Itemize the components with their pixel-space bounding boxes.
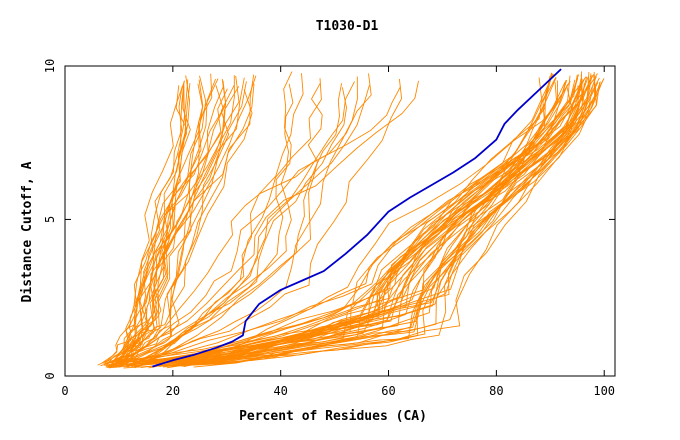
y-tick-label: 5 — [43, 216, 57, 223]
series-line-40 — [118, 81, 355, 368]
series-line-28 — [110, 74, 255, 365]
series-line-38 — [136, 78, 403, 364]
series-line-76 — [167, 71, 583, 367]
series-line-80 — [187, 76, 587, 364]
series-line-81 — [132, 77, 600, 364]
series-line-93 — [123, 74, 594, 363]
chart-title: T1030-D1 — [316, 19, 379, 34]
series-line-0 — [97, 81, 247, 366]
series-line-73 — [150, 86, 593, 367]
plot-frame — [64, 65, 616, 377]
y-tick-label: 10 — [43, 59, 57, 73]
series-line-42 — [134, 83, 343, 369]
x-tick-label: 0 — [61, 384, 68, 398]
series-line-72 — [192, 73, 553, 364]
series-line-21 — [107, 75, 257, 368]
y-axis-label: Distance Cutoff, A — [20, 161, 35, 302]
series-line-34 — [126, 71, 293, 368]
series-line-36 — [120, 86, 401, 367]
x-axis-label: Percent of Residues (CA) — [239, 409, 427, 424]
series-line-39 — [122, 83, 323, 363]
series-line-29 — [115, 80, 186, 366]
series-line-66 — [123, 71, 590, 369]
x-tick-label: 60 — [381, 384, 395, 398]
series-line-5 — [114, 89, 253, 367]
series-line-18 — [105, 86, 240, 368]
x-axis-ticks: 0 20 40 60 80 100 — [61, 66, 615, 398]
series-line-27 — [103, 85, 187, 364]
series-line-94 — [159, 81, 566, 367]
series-line-55 — [184, 76, 551, 365]
series-line-22 — [118, 75, 207, 368]
highlight-series-line — [152, 68, 562, 368]
x-tick-label: 80 — [489, 384, 503, 398]
y-axis-ticks: 0 5 10 — [43, 59, 615, 380]
series-line-86 — [160, 74, 584, 365]
series-line-43 — [108, 80, 419, 368]
series-line-12 — [106, 81, 185, 365]
series-line-9 — [100, 78, 227, 367]
series-line-15 — [116, 84, 235, 365]
series-line-17 — [110, 75, 191, 367]
series-line-32 — [112, 73, 372, 368]
x-tick-label: 100 — [593, 384, 615, 398]
series-line-83 — [181, 73, 592, 367]
series-layer — [97, 68, 605, 369]
series-line-90 — [140, 85, 597, 368]
series-line-35 — [120, 83, 294, 364]
series-line-60 — [121, 82, 601, 363]
series-line-79 — [106, 76, 589, 367]
y-tick-label: 0 — [43, 372, 57, 379]
series-line-92 — [183, 78, 605, 368]
series-line-31 — [127, 85, 370, 368]
x-tick-label: 40 — [273, 384, 287, 398]
x-tick-label: 20 — [166, 384, 180, 398]
series-line-41 — [117, 87, 347, 366]
series-line-91 — [171, 75, 593, 367]
series-line-26 — [113, 83, 191, 366]
series-line-74 — [185, 85, 579, 366]
series-line-63 — [173, 82, 586, 366]
series-line-19 — [112, 86, 224, 363]
series-line-14 — [112, 85, 188, 368]
series-line-37 — [133, 76, 358, 365]
series-line-85 — [174, 79, 568, 364]
series-line-1 — [109, 86, 183, 369]
series-line-95 — [140, 74, 596, 364]
series-line-23 — [101, 88, 228, 364]
series-line-77 — [104, 78, 591, 366]
